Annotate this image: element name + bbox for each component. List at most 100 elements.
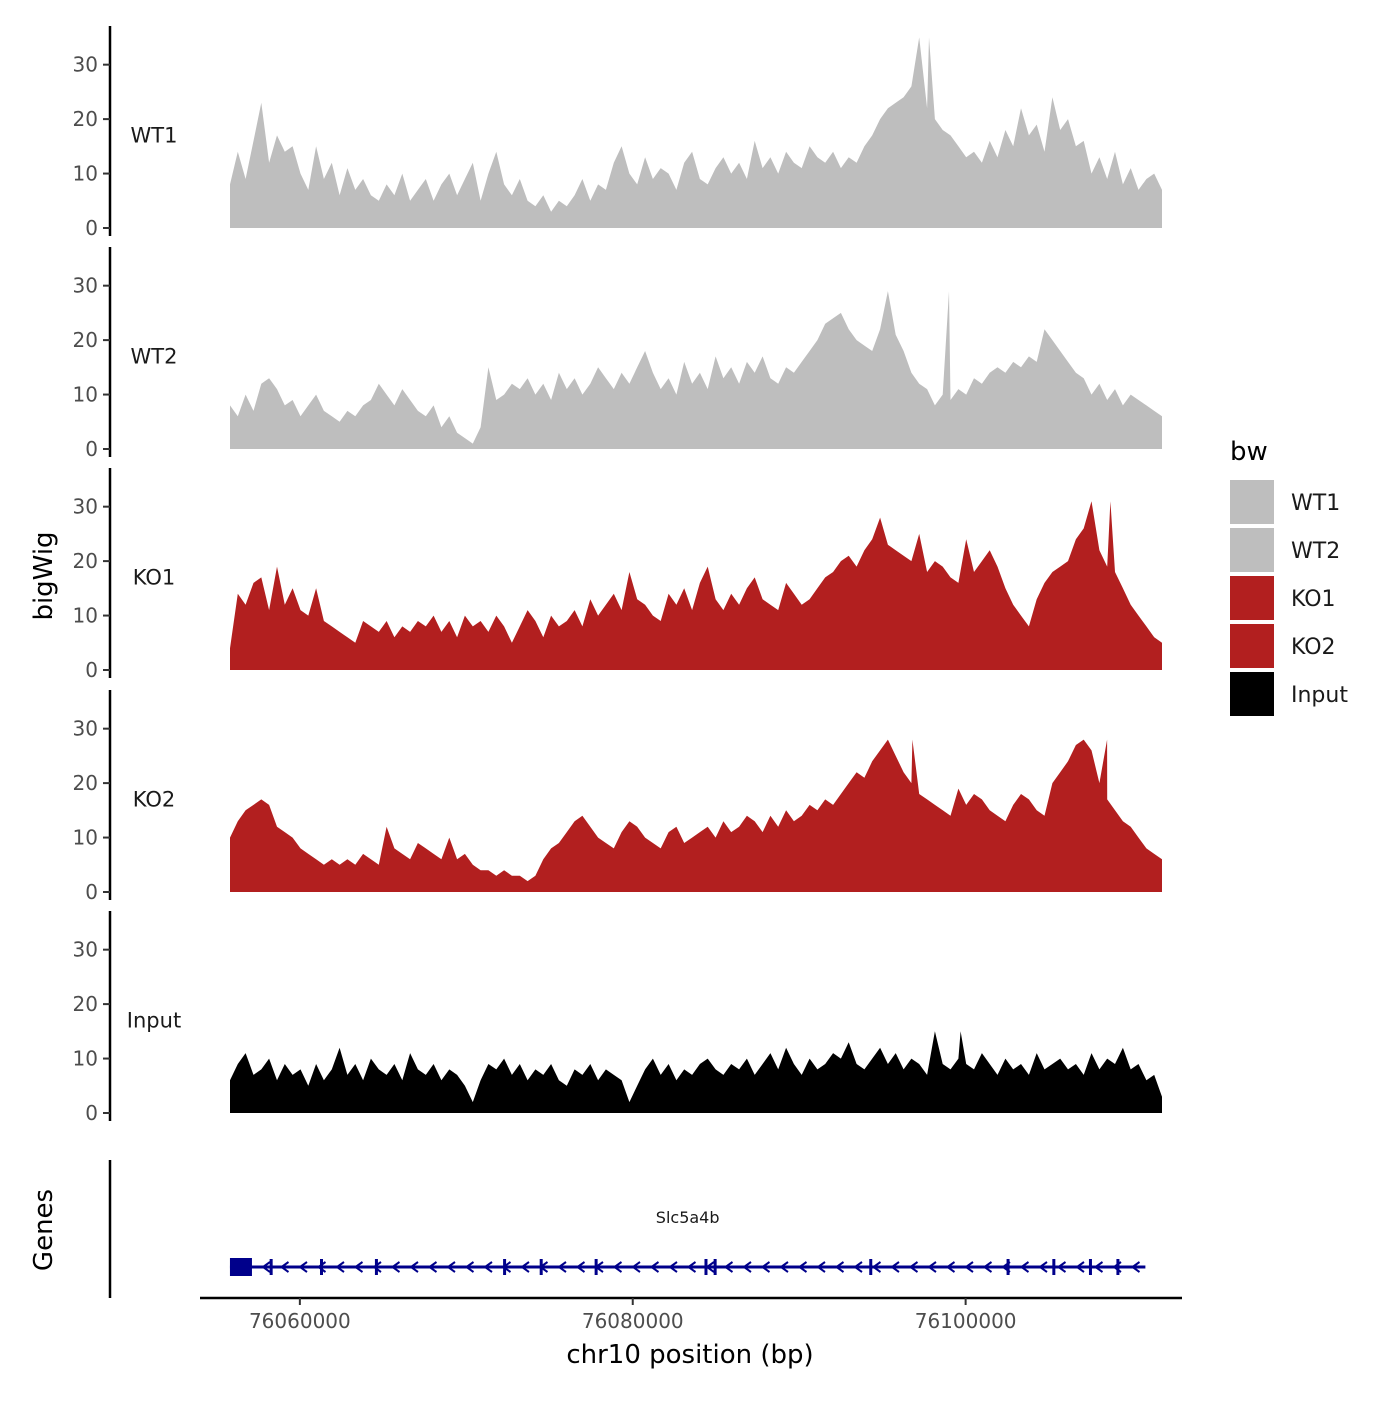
strand-arrow [927,1261,937,1273]
strand-arrow [705,1261,715,1273]
gene-exon-1 [320,1259,324,1275]
strand-arrow [982,1261,993,1273]
gene-exon-9 [1006,1259,1010,1275]
x-axis: 76060000 76080000 76100000 [200,1296,1182,1333]
y-tick-label-wt1-30: 30 [73,53,98,77]
strand-arrow [372,1261,382,1273]
strand-arrow [649,1261,660,1273]
y-tick-label-wt2-30: 30 [73,274,98,298]
y-tick-label-input-20: 20 [73,992,98,1016]
strand-arrow [390,1261,401,1273]
tracks-layer: 0 10 20 30 WT1 0 10 20 30 WT2 0 10 20 30 KO1 0 10 20 30 KO2… [73,26,1162,1125]
y-tick-label-wt1-0: 0 [85,216,98,240]
strand-arrow [316,1261,327,1273]
track-wt1: 0 10 20 30 WT1 [73,26,1162,240]
y-tick-label-ko2-20: 20 [73,771,98,795]
y-tick-label-ko1-20: 20 [73,549,98,573]
gene-exon-7 [713,1259,717,1275]
legend-swatch-input [1230,672,1274,716]
strand-arrow [427,1261,438,1273]
strand-arrow [1112,1261,1122,1273]
strand-arrow [1130,1261,1141,1273]
x-tick-label-1: 76080000 [582,1309,684,1333]
y-tick-label-input-30: 30 [73,938,98,962]
legend-label-input: Input [1291,683,1348,708]
legend-swatch-wt1 [1230,480,1274,524]
strand-arrow [446,1261,456,1273]
strand-arrow [409,1261,419,1273]
strand-arrow [1038,1261,1048,1273]
strand-arrow [779,1261,789,1273]
strand-arrow [1075,1261,1085,1273]
track-wt2: 0 10 20 30 WT2 [73,247,1162,461]
y-axis-title-bigwig: bigWig [29,531,59,620]
strand-arrow [483,1261,493,1273]
track-label-ko2: KO2 [133,787,176,811]
strand-arrow [335,1261,345,1273]
legend-label-wt2: WT2 [1291,539,1340,564]
y-tick-label-ko2-10: 10 [73,826,98,850]
strand-arrow [668,1261,678,1273]
y-tick-label-wt2-10: 10 [73,383,98,407]
legend-swatch-ko2 [1230,624,1274,668]
legend: WT1 WT2 KO1 KO2 Input [1230,480,1348,716]
legend-title: bw [1230,437,1268,467]
strand-arrow [1093,1261,1104,1273]
x-tick-label-2: 76100000 [915,1309,1017,1333]
strand-arrow [723,1261,734,1273]
y-tick-label-ko1-10: 10 [73,604,98,628]
track-label-wt2: WT2 [131,344,178,368]
strand-arrow [760,1261,771,1273]
strand-arrow [538,1261,549,1273]
legend-item-ko1: KO1 [1230,576,1336,620]
strand-arrow [908,1261,919,1273]
strand-arrow [1056,1261,1067,1273]
gene-exon-10 [1052,1259,1056,1275]
strand-arrow [742,1261,752,1273]
track-label-wt1: WT1 [131,123,178,147]
strand-arrow [853,1261,863,1273]
y-tick-label-wt2-0: 0 [85,437,98,461]
strand-arrow [964,1261,974,1273]
y-tick-label-wt1-10: 10 [73,162,98,186]
legend-item-ko2: KO2 [1230,624,1336,668]
strand-arrow [945,1261,956,1273]
legend-label-ko2: KO2 [1291,635,1336,660]
strand-arrow [279,1261,290,1273]
strand-arrow [594,1261,604,1273]
x-tick-label-0: 76060000 [249,1309,351,1333]
strand-arrow [261,1261,271,1273]
gene-exon-0 [269,1259,273,1275]
strand-arrow [520,1261,530,1273]
gene-exon-8 [869,1259,873,1275]
strand-arrow [464,1261,475,1273]
legend-label-ko1: KO1 [1291,587,1336,612]
area-input [230,1031,1162,1113]
strand-arrow [501,1261,512,1273]
y-tick-label-input-10: 10 [73,1047,98,1071]
y-tick-label-ko2-30: 30 [73,717,98,741]
gene-exon-block [229,1258,252,1276]
track-input: 0 10 20 30 Input [73,911,1162,1125]
track-label-ko1: KO1 [133,565,176,589]
track-ko2: 0 10 20 30 KO2 [73,690,1162,904]
strand-arrow [298,1261,308,1273]
area-wt2 [230,291,1162,449]
x-axis-title: chr10 position (bp) [566,1340,813,1370]
strand-arrow [686,1261,697,1273]
strand-arrow [890,1261,900,1273]
strand-arrow [871,1261,882,1273]
y-tick-label-ko2-0: 0 [85,880,98,904]
y-axis-title-genes: Genes [29,1189,59,1271]
genes-layer: Slc5a4b [108,1160,1146,1298]
y-tick-label-input-0: 0 [85,1101,98,1125]
gene-slc5a4b: Slc5a4b [229,1208,1146,1276]
strand-arrow [353,1261,364,1273]
gene-exon-2 [374,1259,378,1275]
strand-arrow [1019,1261,1030,1273]
strand-arrow [797,1261,808,1273]
gene-exon-12 [1116,1259,1120,1275]
y-tick-label-ko1-0: 0 [85,658,98,682]
area-ko1 [230,501,1162,670]
